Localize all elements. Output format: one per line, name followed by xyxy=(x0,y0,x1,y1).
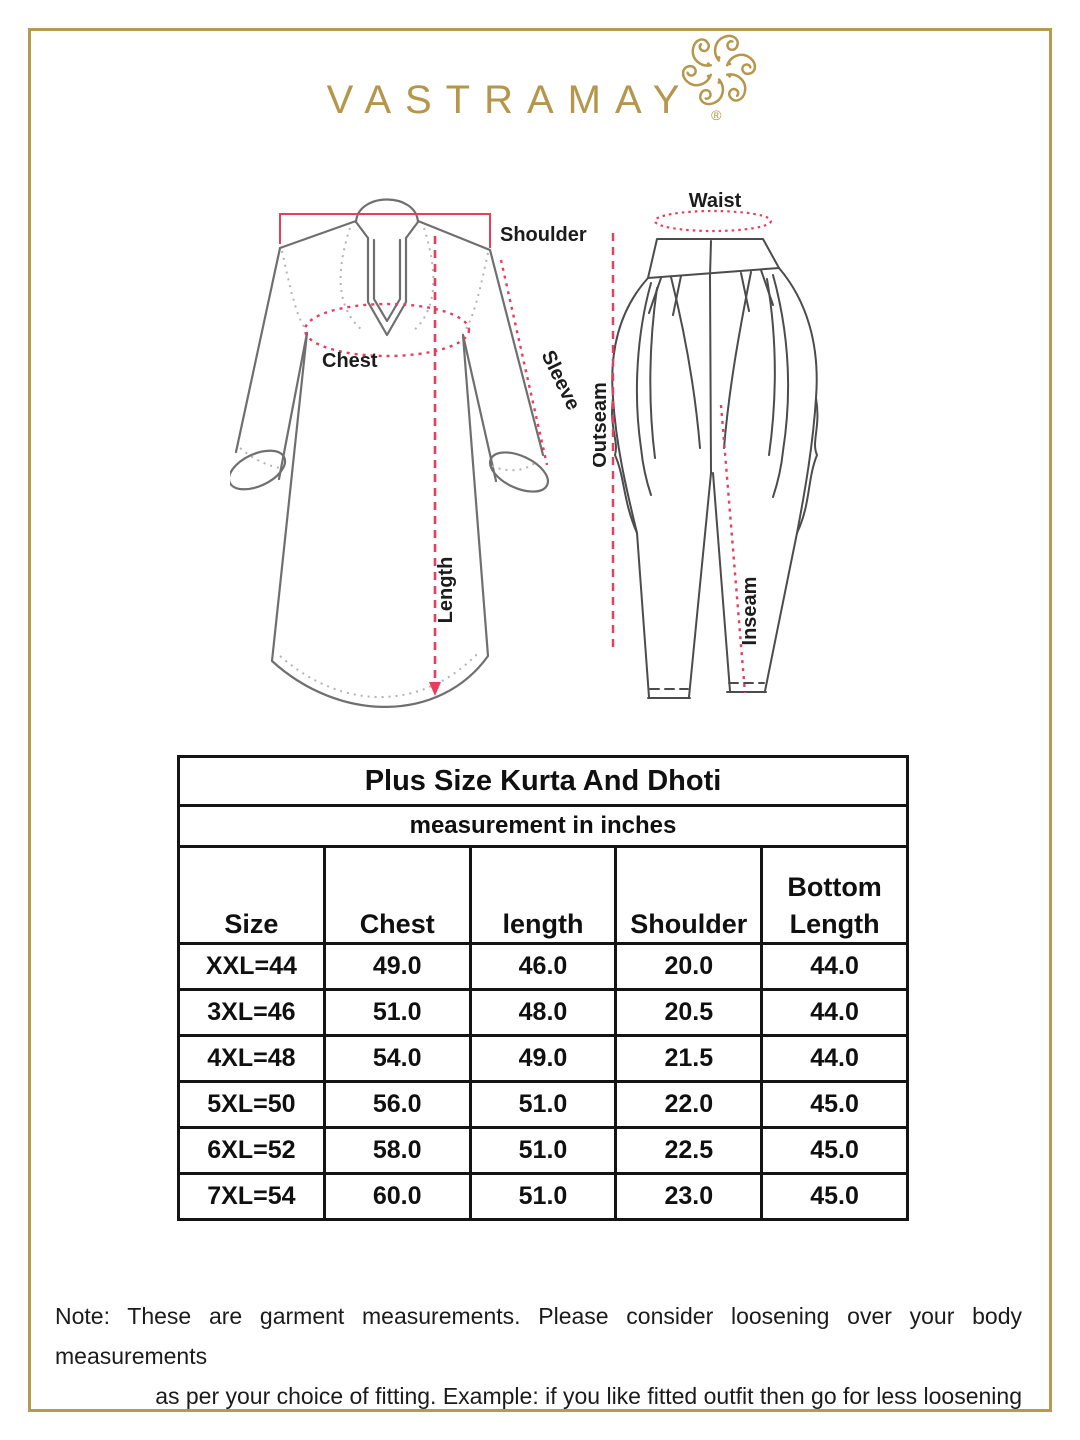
kurta-line-art xyxy=(230,198,549,708)
size-cell: XXL=44 xyxy=(177,942,326,991)
kurta-measurement-diagram: Shoulder Chest Sleeve Length xyxy=(230,198,587,708)
column-header-chest: Chest xyxy=(322,845,472,945)
size-cell: 6XL=52 xyxy=(177,1126,326,1175)
kurta-seam-stitches xyxy=(239,227,537,698)
brand-header: VASTRAMAY ® xyxy=(0,34,1080,123)
chest-cell: 54.0 xyxy=(322,1034,472,1083)
length-cell: 48.0 xyxy=(468,988,618,1037)
dhoti-measurement-diagram: Waist Outseam Inseam xyxy=(593,190,819,699)
shoulder-cell: 22.5 xyxy=(614,1126,764,1175)
dhoti-waist-label: Waist xyxy=(689,190,742,212)
column-header-shoulder: Shoulder xyxy=(614,845,764,945)
shoulder-cell: 22.0 xyxy=(614,1080,764,1129)
table-title: Plus Size Kurta And Dhoti xyxy=(177,755,909,807)
bottom-length-cell: 45.0 xyxy=(760,1126,909,1175)
table-row: 4XL=48 54.0 49.0 21.5 44.0 xyxy=(177,1034,909,1083)
registered-trademark: ® xyxy=(711,107,722,123)
length-cell: 46.0 xyxy=(468,942,618,991)
chest-cell: 56.0 xyxy=(322,1080,472,1129)
kurta-shoulder-label: Shoulder xyxy=(500,224,587,246)
size-cell: 4XL=48 xyxy=(177,1034,326,1083)
footnote-line-2: as per your choice of fitting. Example: … xyxy=(155,1383,1022,1409)
shoulder-cell: 20.0 xyxy=(614,942,764,991)
table-unit-row: measurement in inches xyxy=(177,804,909,848)
dhoti-measurement-marks xyxy=(611,209,773,694)
dhoti-outseam-label: Outseam xyxy=(593,382,611,468)
size-cell: 3XL=46 xyxy=(177,988,326,1037)
dhoti-inseam-label: Inseam xyxy=(739,577,761,646)
table-title-row: Plus Size Kurta And Dhoti xyxy=(177,755,909,807)
shoulder-cell: 20.5 xyxy=(614,988,764,1037)
table-unit-note: measurement in inches xyxy=(177,804,909,848)
kurta-measurement-marks xyxy=(279,213,549,696)
length-arrowhead-icon xyxy=(429,682,441,696)
footnote-line-1: Note: These are garment measurements. Pl… xyxy=(55,1303,1022,1369)
chest-cell: 60.0 xyxy=(322,1172,472,1221)
size-chart-table: Plus Size Kurta And Dhoti measurement in… xyxy=(177,755,909,1221)
column-header-size: Size xyxy=(177,845,326,945)
footnote: Note: These are garment measurements. Pl… xyxy=(55,1296,1022,1416)
column-header-length: length xyxy=(468,845,618,945)
length-cell: 49.0 xyxy=(468,1034,618,1083)
dhoti-line-art xyxy=(611,238,819,699)
length-cell: 51.0 xyxy=(468,1080,618,1129)
bottom-length-cell: 45.0 xyxy=(760,1172,909,1221)
kurta-sleeve-label: Sleeve xyxy=(537,347,585,414)
kurta-chest-label: Chest xyxy=(322,350,378,372)
size-cell: 5XL=50 xyxy=(177,1080,326,1129)
bottom-length-cell: 44.0 xyxy=(760,942,909,991)
shoulder-cell: 23.0 xyxy=(614,1172,764,1221)
bottom-length-cell: 44.0 xyxy=(760,988,909,1037)
table-row: 3XL=46 51.0 48.0 20.5 44.0 xyxy=(177,988,909,1037)
brand-logo: VASTRAMAY ® xyxy=(326,34,758,123)
size-cell: 7XL=54 xyxy=(177,1172,326,1221)
brand-logo-text: VASTRAMAY xyxy=(326,78,694,122)
chest-cell: 58.0 xyxy=(322,1126,472,1175)
table-row: 6XL=52 58.0 51.0 22.5 45.0 xyxy=(177,1126,909,1175)
bottom-length-cell: 44.0 xyxy=(760,1034,909,1083)
bottom-length-cell: 45.0 xyxy=(760,1080,909,1129)
length-cell: 51.0 xyxy=(468,1172,618,1221)
column-header-bottom-length: Bottom Length xyxy=(760,845,909,945)
brand-ornament-icon xyxy=(681,34,758,106)
table-row: 7XL=54 60.0 51.0 23.0 45.0 xyxy=(177,1172,909,1221)
chest-cell: 49.0 xyxy=(322,942,472,991)
length-cell: 51.0 xyxy=(468,1126,618,1175)
table-row: XXL=44 49.0 46.0 20.0 44.0 xyxy=(177,942,909,991)
chest-cell: 51.0 xyxy=(322,988,472,1037)
kurta-length-label: Length xyxy=(435,557,457,624)
table-row: 5XL=50 56.0 51.0 22.0 45.0 xyxy=(177,1080,909,1129)
shoulder-cell: 21.5 xyxy=(614,1034,764,1083)
table-header-row: Size Chest length Shoulder Bottom Length xyxy=(177,845,909,945)
